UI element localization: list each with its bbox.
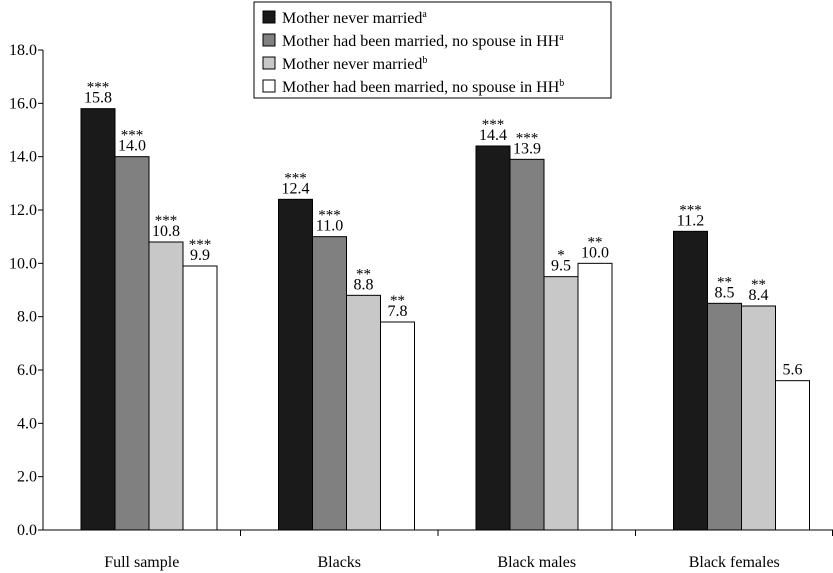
bar [673,230,708,531]
bar [741,305,776,531]
y-tick-label: 12.0 [9,202,37,219]
legend-swatch [262,56,276,70]
data-label: 13.9 [513,140,541,157]
legend-label: Mother never marrieda [282,9,427,27]
bar [182,265,218,531]
y-tick-label: 18.0 [9,42,37,59]
significance-label: ** [356,266,371,282]
data-label: 12.4 [282,180,310,197]
significance-label: *** [189,237,212,253]
data-label: 5.6 [783,362,803,379]
data-label: 8.5 [715,284,735,301]
significance-label: * [557,248,565,264]
significance-label: *** [87,80,110,96]
data-label: 8.4 [749,287,769,304]
legend-label: Mother had been married, no spouse in HH… [282,78,564,96]
data-label: 14.4 [479,127,507,144]
bar [543,276,579,531]
bar [475,145,511,531]
y-tick-label: 14.0 [9,149,37,166]
data-label: 14.0 [118,138,146,155]
significance-label: ** [717,274,732,290]
y-tick-label: 2.0 [17,469,37,486]
data-label: 11.0 [316,218,343,235]
y-tick-label: 16.0 [9,95,37,112]
legend-label: Mother never marriedb [282,55,427,73]
bar [380,321,415,531]
bar [509,158,545,531]
y-tick-label: 8.0 [17,309,37,326]
x-category-label: Black females [689,554,780,571]
bar [707,302,742,531]
data-label: 7.8 [388,303,408,320]
bar [114,156,150,531]
data-label: 15.8 [84,90,112,107]
significance-label: ** [588,234,603,250]
data-label: 9.5 [551,258,571,275]
y-tick-label: 10.0 [9,255,37,272]
significance-label: ** [751,277,766,293]
legend-swatch [262,79,276,93]
y-tick-label: 0.0 [17,522,37,539]
legend-label: Mother had been married, no spouse in HH… [282,32,564,50]
y-tick-label: 4.0 [17,415,37,432]
legend-swatch [262,33,276,47]
data-label: 8.8 [354,276,374,293]
x-category-label: Full sample [104,554,179,571]
significance-label: *** [679,202,702,218]
bar [577,262,613,531]
bar [148,241,184,531]
legend-box [253,1,612,99]
significance-label: *** [482,117,505,133]
data-label: 9.9 [190,247,210,264]
data-label: 11.2 [677,212,704,229]
bar [312,236,347,531]
significance-label: *** [155,213,178,229]
bar [346,294,381,531]
x-category-label: Black males [497,554,576,571]
data-label: 10.8 [152,223,180,240]
bar [80,108,116,531]
data-label: 10.0 [581,244,609,261]
y-tick-label: 6.0 [17,362,37,379]
significance-label: *** [121,128,144,144]
legend-swatch [262,10,276,24]
significance-label: *** [318,208,341,224]
significance-label: *** [284,170,307,186]
significance-label: *** [516,130,539,146]
bar [775,380,810,531]
significance-label: ** [390,293,405,309]
x-category-label: Blacks [317,554,361,571]
bar [278,198,313,531]
